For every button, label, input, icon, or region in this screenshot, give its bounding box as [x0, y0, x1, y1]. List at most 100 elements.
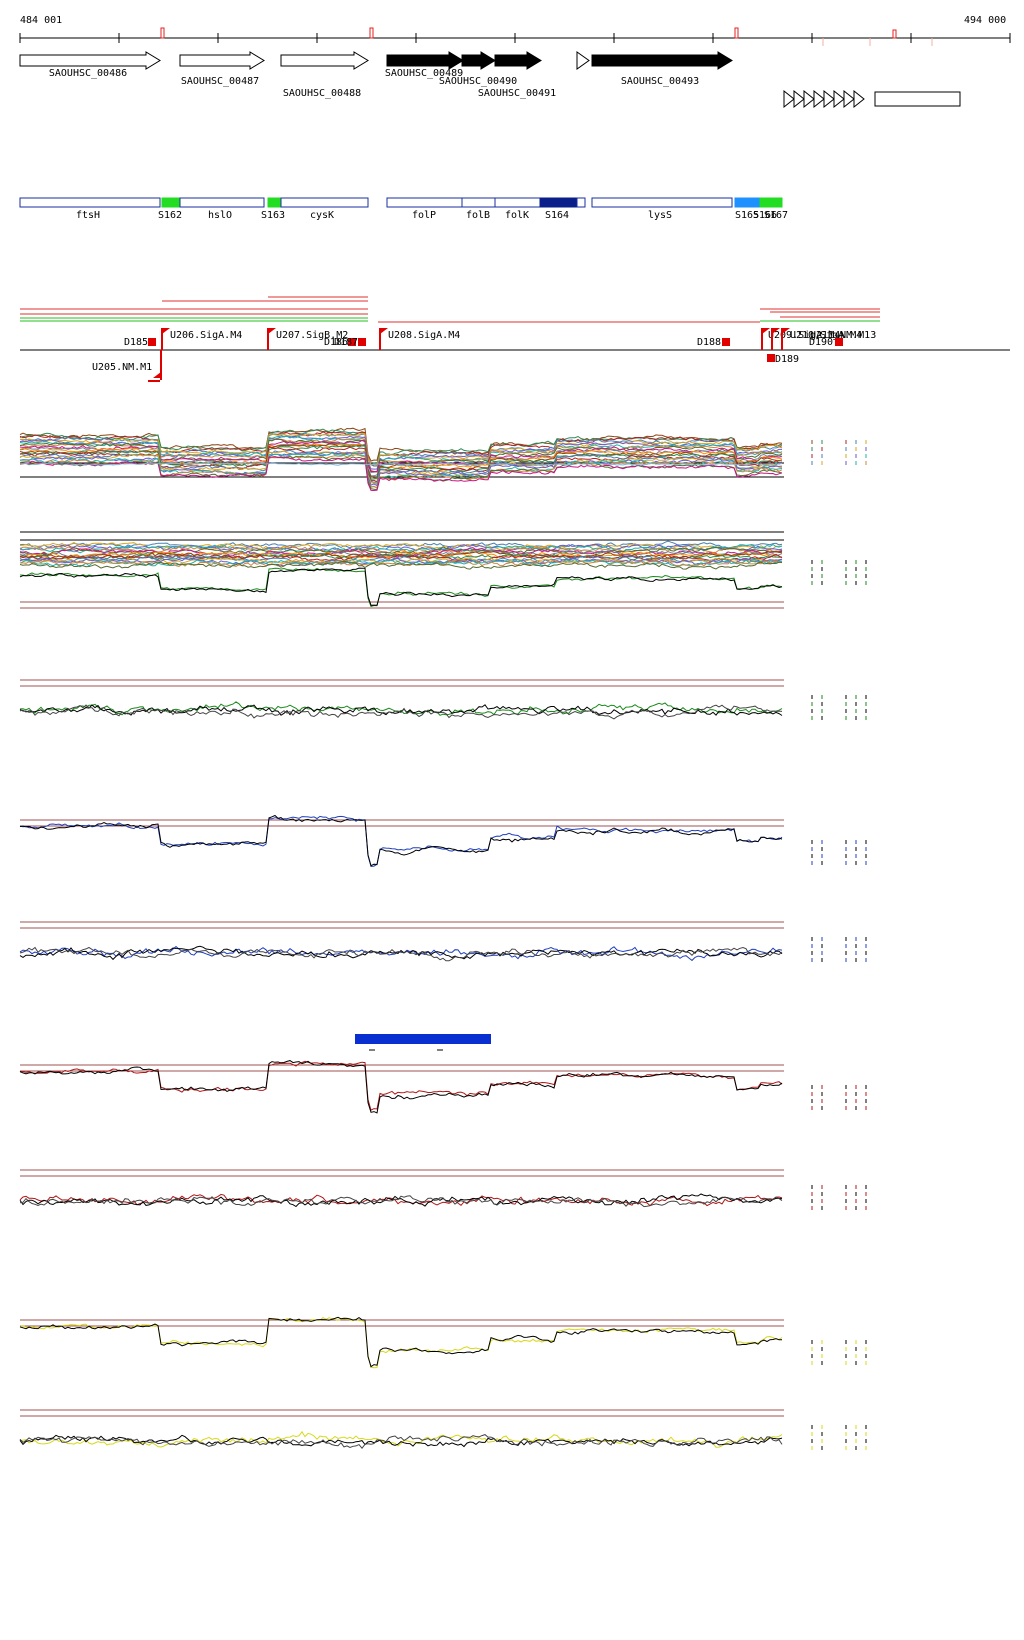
- expression-line: [19, 543, 783, 554]
- axis-end-label: 494 000: [964, 15, 1006, 26]
- promoter-flag[interactable]: [380, 328, 388, 334]
- annotation-bar[interactable]: [734, 197, 761, 208]
- expression-line: [19, 451, 783, 487]
- promoter-flag[interactable]: [162, 328, 170, 334]
- small-gene-arrow[interactable]: [843, 89, 855, 109]
- expression-track: [19, 921, 867, 962]
- promoter-flag[interactable]: [782, 328, 790, 334]
- annotation-bar[interactable]: [179, 197, 265, 208]
- promoter-flag[interactable]: [762, 328, 770, 334]
- axis-marker: [160, 27, 165, 39]
- expression-track: [19, 531, 867, 609]
- gene-arrow[interactable]: [591, 51, 733, 70]
- terminator-marker[interactable]: [358, 338, 366, 346]
- expression-tracks: [19, 427, 867, 1450]
- axis-start-label: 484 001: [20, 15, 62, 26]
- gene-arrow[interactable]: [179, 51, 265, 70]
- expression-track: [19, 1316, 867, 1369]
- annotation-bar[interactable]: [494, 197, 541, 208]
- annotation-bar[interactable]: [19, 197, 161, 208]
- expression-track: [19, 814, 867, 868]
- gene-arrow[interactable]: [19, 51, 161, 70]
- expression-line: [19, 543, 783, 552]
- gene-arrow[interactable]: [576, 51, 590, 70]
- expression-line: [19, 432, 783, 467]
- promoter-label: U206.SigA.M4: [170, 330, 242, 341]
- coordinate-axis: 484 001 494 000: [19, 15, 1011, 46]
- gene-label: SAOUHSC_00486: [49, 68, 127, 79]
- expression-line: [19, 1195, 783, 1208]
- annotation-bar[interactable]: [280, 197, 369, 208]
- annotation-bar[interactable]: [161, 197, 181, 208]
- expression-line: [19, 432, 783, 466]
- expression-line: [19, 1316, 783, 1369]
- expression-line: [20, 462, 783, 466]
- expression-line: [19, 814, 783, 867]
- terminator-marker[interactable]: [767, 354, 775, 362]
- gene-label: SAOUHSC_00491: [478, 88, 556, 99]
- gene-label: SAOUHSC_00487: [181, 76, 259, 87]
- highlight-region[interactable]: [355, 1034, 491, 1044]
- expression-line: [19, 1430, 783, 1448]
- expression-line: [19, 553, 783, 563]
- annotation-label: S167: [764, 210, 788, 221]
- annotation-label: cysK: [310, 210, 334, 221]
- promoter-track: U205.NM.M1 U206.SigA.M4 U207.SigB.M2 U208.S…: [20, 296, 1010, 382]
- expression-line: [19, 540, 783, 549]
- annotation-label: S162: [158, 210, 182, 221]
- small-gene-arrow[interactable]: [793, 89, 805, 109]
- annotation-bar[interactable]: [759, 197, 773, 208]
- terminator-marker[interactable]: [722, 338, 730, 346]
- small-gene-arrow[interactable]: [813, 89, 825, 109]
- promoter-flag[interactable]: [268, 328, 276, 334]
- terminator-label: D187: [334, 337, 358, 348]
- annotation-label: ftsH: [76, 210, 100, 221]
- small-gene-arrow[interactable]: [783, 89, 795, 109]
- expression-line: [19, 945, 783, 961]
- expression-line: [19, 428, 783, 466]
- annotation-bar[interactable]: [539, 197, 578, 208]
- expression-line: [19, 545, 783, 554]
- small-gene-arrow[interactable]: [853, 89, 865, 109]
- promoter-label: U207.SigB.M2: [276, 330, 348, 341]
- terminator-marker[interactable]: [148, 338, 156, 346]
- expression-line: [19, 550, 783, 559]
- expression-line: [19, 450, 783, 485]
- expression-line: [19, 1193, 783, 1207]
- expression-track: [19, 679, 867, 720]
- terminator-label: D185: [124, 337, 148, 348]
- annotation-label: folB: [466, 210, 490, 221]
- annotation-bar[interactable]: [267, 197, 281, 208]
- small-gene-arrow[interactable]: [833, 89, 845, 109]
- promoter-flag[interactable]: [153, 372, 161, 378]
- expression-line: [19, 815, 783, 868]
- terminator-marker[interactable]: [348, 338, 356, 346]
- annotation-bar[interactable]: [591, 197, 733, 208]
- expression-line: [19, 567, 783, 608]
- expression-line: [19, 704, 783, 720]
- axis-marker: [734, 27, 739, 39]
- annotation-label: S163: [261, 210, 285, 221]
- annotation-bar[interactable]: [386, 197, 463, 208]
- small-gene-arrow[interactable]: [823, 89, 835, 109]
- small-gene-arrow[interactable]: [803, 89, 815, 109]
- gene-label: SAOUHSC_00490: [439, 76, 517, 87]
- gene-box[interactable]: [874, 91, 961, 107]
- annotation-label: lysS: [648, 210, 672, 221]
- annotation-bar[interactable]: [576, 197, 586, 208]
- annotation-bar[interactable]: [461, 197, 496, 208]
- gene-arrow[interactable]: [461, 51, 496, 70]
- gene-arrow[interactable]: [386, 51, 464, 70]
- promoter-flag[interactable]: [772, 328, 780, 334]
- expression-track: [19, 1409, 867, 1450]
- promoter-label: U205.NM.M1: [92, 362, 152, 373]
- terminator-marker[interactable]: [835, 338, 843, 346]
- gene-arrow[interactable]: [280, 51, 369, 70]
- gene-arrow[interactable]: [494, 51, 542, 70]
- axis-marker: [369, 27, 374, 39]
- annotation-bar[interactable]: [771, 197, 783, 208]
- axis-marker: [892, 29, 897, 39]
- expression-track: [19, 1169, 867, 1210]
- expression-line: [19, 1060, 783, 1111]
